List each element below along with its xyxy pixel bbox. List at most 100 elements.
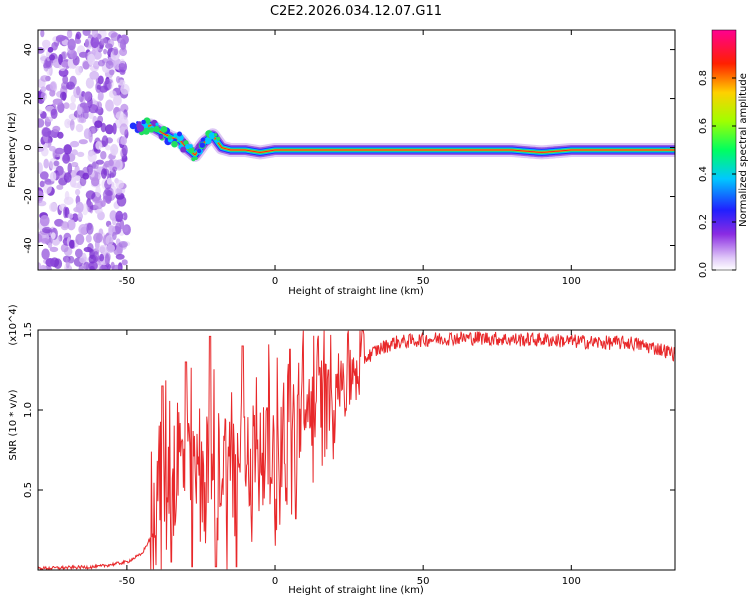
noise-blob: [97, 91, 104, 101]
noise-blob: [84, 39, 89, 48]
noise-blob: [119, 123, 129, 136]
noise-blob: [95, 81, 102, 93]
noise-blob: [93, 232, 103, 243]
noise-blob: [89, 70, 100, 80]
noise-blob: [101, 168, 107, 179]
noise-blob: [49, 82, 57, 91]
noise-blob: [115, 76, 121, 83]
snr-y-ticks: 0.5 1.0 1.5: [23, 322, 675, 498]
noise-blob: [78, 51, 88, 58]
noise-blob: [106, 244, 115, 253]
noise-blob: [78, 224, 89, 235]
noise-blob: [105, 79, 113, 84]
ridge-blob: [167, 135, 172, 140]
ridge-blob: [129, 122, 137, 130]
noise-blob: [94, 120, 103, 128]
x-tick-label: 100: [562, 276, 581, 287]
noise-blob: [56, 184, 64, 190]
noise-blob: [105, 60, 114, 69]
noise-blob: [69, 102, 76, 111]
noise-blob: [95, 141, 103, 150]
noise-blob: [121, 259, 128, 266]
noise-blob: [39, 264, 47, 270]
noise-blob: [100, 150, 107, 160]
noise-blob: [75, 248, 83, 258]
noise-blob: [69, 177, 77, 188]
noise-blob: [39, 171, 49, 180]
noise-blob: [39, 180, 45, 188]
noise-blob: [98, 59, 105, 67]
noise-blob: [49, 145, 56, 152]
noise-blob: [38, 47, 45, 54]
noise-blob: [104, 253, 110, 266]
noise-blob: [50, 232, 56, 240]
noise-blob: [50, 108, 58, 120]
noise-blob: [106, 177, 112, 185]
ridge-blob: [216, 136, 221, 141]
snr-frame: [37, 329, 676, 571]
noise-blob: [98, 244, 108, 254]
ridge-blob: [188, 146, 195, 154]
noise-blob: [60, 91, 67, 101]
noise-region: [38, 30, 131, 270]
noise-blob: [82, 30, 91, 36]
noise-blob: [75, 233, 85, 245]
spectrogram-y-ticks: -40 -20 0 20 40: [23, 43, 675, 254]
noise-blob: [57, 131, 64, 139]
x-tick-label: 100: [562, 576, 581, 587]
ridge-blob: [180, 146, 187, 153]
ridge-blob: [153, 125, 160, 133]
noise-blob: [64, 190, 70, 201]
noise-blob: [74, 38, 82, 44]
spectrogram-y-label: Frequency (Hz): [7, 112, 18, 188]
noise-blob: [40, 86, 47, 93]
noise-blob: [75, 123, 84, 133]
noise-blob: [67, 219, 76, 231]
noise-blob: [69, 119, 75, 131]
noise-blob: [88, 112, 94, 119]
noise-blob: [76, 111, 82, 123]
snr-multiplier: (x10^4): [8, 304, 19, 345]
noise-blob: [122, 212, 128, 221]
noise-blob: [118, 241, 128, 248]
y-tick-label: 20: [23, 92, 34, 105]
noise-blob: [82, 61, 90, 70]
snr-x-ticks: -50 0 50 100: [119, 330, 581, 587]
y-tick-label: 0: [23, 144, 34, 150]
noise-blob: [99, 265, 108, 270]
noise-blob: [115, 111, 125, 120]
noise-blob: [47, 242, 53, 249]
noise-blob: [40, 75, 50, 82]
noise-blob: [73, 86, 82, 99]
noise-blob: [112, 46, 119, 56]
noise-blob: [111, 264, 122, 270]
spectrogram-x-ticks: -50 0 50 100: [119, 30, 581, 287]
snr-x-label: Height of straight line (km): [288, 585, 424, 596]
noise-blob: [97, 211, 105, 221]
noise-blob: [91, 127, 96, 134]
noise-blob: [105, 43, 113, 49]
noise-blob: [75, 31, 82, 40]
colorbar-tick-label: 0.0: [698, 262, 709, 278]
ridge-blob: [199, 142, 206, 148]
ridge-blob: [183, 140, 189, 146]
frequency-ridge: [129, 117, 675, 162]
noise-blob: [85, 77, 94, 89]
noise-blob: [75, 188, 81, 196]
noise-blob: [63, 172, 72, 183]
noise-blob: [67, 162, 73, 174]
noise-blob: [82, 172, 90, 180]
noise-blob: [45, 258, 55, 267]
noise-blob: [119, 39, 127, 50]
noise-blob: [122, 144, 128, 157]
ridge-layer: [141, 125, 675, 156]
noise-blob: [83, 128, 91, 140]
noise-blob: [45, 116, 53, 123]
noise-blob: [49, 246, 59, 253]
noise-blob: [55, 34, 66, 42]
noise-blob: [38, 118, 45, 128]
noise-blob: [112, 122, 117, 135]
noise-blob: [69, 75, 77, 87]
noise-blob: [92, 254, 98, 263]
